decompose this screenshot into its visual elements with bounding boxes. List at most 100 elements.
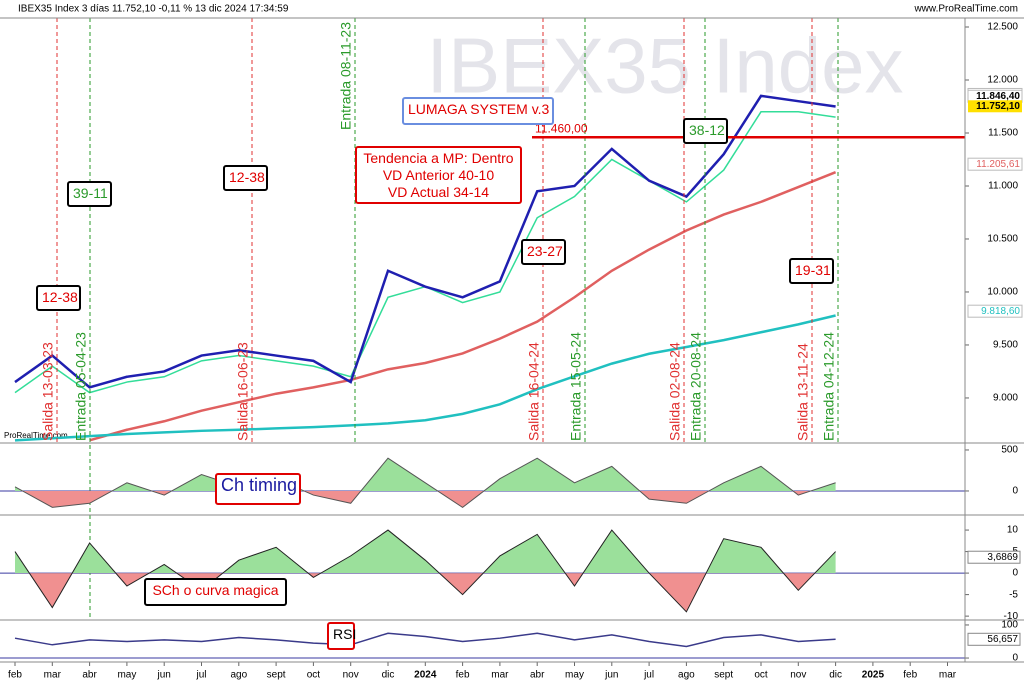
x-tick-label: abr <box>82 670 97 681</box>
y-tick-label: 10.000 <box>987 287 1018 298</box>
signal-label: Salida 16-04-24 <box>526 342 542 441</box>
price-box <box>968 100 1022 113</box>
annotation-text: 12-38 <box>42 289 78 305</box>
area-line <box>14 529 836 613</box>
y-tick-label: 11.000 <box>988 181 1018 192</box>
x-tick-label: jul <box>195 670 206 681</box>
annotation-text: Ch timing <box>221 475 298 495</box>
x-tick-label: mar <box>491 670 509 681</box>
x-tick-label: oct <box>754 670 768 681</box>
y-tick-label: 12.000 <box>987 75 1018 86</box>
annotation-text: 39-11 <box>73 185 108 201</box>
y-tick-label: 500 <box>1001 445 1018 456</box>
price-label: 11.205,61 <box>976 159 1020 170</box>
y-tick-label: 0 <box>1012 653 1018 664</box>
x-tick-label: feb <box>8 670 22 681</box>
annotation: 39-11 <box>67 181 112 207</box>
signal-label: Salida 13-03-23 <box>40 342 56 441</box>
series-line <box>14 632 836 648</box>
header-site: www.ProRealTime.com <box>913 4 1018 15</box>
annotation: 38-12 <box>683 118 728 144</box>
last-label: 3,6869 <box>987 552 1018 563</box>
annotation-text: VD Anterior 40-10 <box>382 167 495 183</box>
x-tick-label: mar <box>939 670 957 681</box>
x-tick-label: may <box>565 670 584 681</box>
annotation-text: RSI <box>333 626 357 642</box>
annotation: Ch timing <box>215 473 301 505</box>
x-tick-label: dic <box>829 670 842 681</box>
area-up <box>15 530 836 574</box>
signal-label: Entrada 04-12-24 <box>821 332 837 441</box>
area-down <box>15 573 836 612</box>
y-tick-label: 0 <box>1012 568 1018 579</box>
signal-label: Salida 13-11-24 <box>795 343 811 441</box>
y-tick-label: 12.500 <box>987 22 1018 33</box>
last-box <box>967 632 1021 646</box>
price-box <box>967 157 1023 171</box>
x-tick-label: feb <box>456 670 470 681</box>
annotation-text: 19-31 <box>795 262 831 278</box>
signal-label: Entrada 15-05-24 <box>568 332 584 441</box>
annotation: 19-31 <box>789 258 834 284</box>
price-label: 11.752,10 <box>976 101 1020 112</box>
watermark: IBEX35 Index <box>427 22 904 110</box>
y-tick-label: 100 <box>1001 620 1018 631</box>
header-title: IBEX35 Index 3 días 11.752,10 -0,11 % 13… <box>18 4 289 15</box>
annotation-text: 38-12 <box>689 122 725 138</box>
annotation: LUMAGA SYSTEM v.3 <box>402 97 554 125</box>
x-tick-label: ago <box>230 670 247 681</box>
series-line <box>89 171 837 442</box>
x-tick-label: jun <box>604 670 618 681</box>
signal-label: Entrada 08-11-23 <box>338 22 354 130</box>
signal-label: Salida 16-06-23 <box>235 342 251 441</box>
area-line <box>14 457 836 508</box>
y-tick-label: -5 <box>1009 589 1018 600</box>
annotation: 12-38 <box>36 285 81 311</box>
series-line <box>14 94 836 389</box>
last-box <box>967 550 1021 564</box>
header-bar <box>0 0 1024 18</box>
x-tick-label: nov <box>790 670 806 681</box>
signal-label: Entrada 20-08-24 <box>688 332 704 441</box>
annotation: Tendencia a MP: Dentro VD Anterior 40-10 V… <box>355 146 522 204</box>
x-tick-label: jun <box>157 670 171 681</box>
annotation-text: VD Actual 34-14 <box>387 184 490 200</box>
annotation-text: LUMAGA SYSTEM v.3 <box>408 101 550 117</box>
area-down <box>15 490 836 508</box>
footer: ProRealTime.com <box>4 431 68 440</box>
y-tick-label: 11.500 <box>988 128 1018 139</box>
annotation: 12-38 <box>223 165 268 191</box>
x-tick-label: 2025 <box>862 670 885 681</box>
x-tick-label: mar <box>44 670 62 681</box>
signal-label: Entrada 05-04-23 <box>73 332 89 441</box>
annotation-text: SCh o curva magica <box>152 582 279 598</box>
x-tick-label: feb <box>903 670 917 681</box>
y-tick-label: 9.000 <box>993 393 1018 404</box>
x-tick-label: sept <box>714 670 733 681</box>
x-tick-label: abr <box>530 670 545 681</box>
y-tick-label: 9.500 <box>993 340 1018 351</box>
x-tick-label: oct <box>307 670 321 681</box>
x-tick-label: ago <box>678 670 695 681</box>
y-tick-label: 0 <box>1012 486 1018 497</box>
y-tick-label: 10.500 <box>987 234 1018 245</box>
annotation: 23-27 <box>521 239 566 265</box>
price-label: 9.818,60 <box>981 306 1020 317</box>
x-tick-label: jul <box>643 670 654 681</box>
price-label: 11.846,40 <box>976 91 1020 102</box>
series-line <box>14 314 836 442</box>
annotation-text: 12-38 <box>229 169 265 185</box>
x-tick-label: nov <box>343 670 359 681</box>
last-label: 56,657 <box>987 634 1018 645</box>
y-tick-label: -10 <box>1004 611 1019 622</box>
x-tick-label: sept <box>267 670 286 681</box>
annotation: RSI <box>327 622 357 650</box>
signal-label: Salida 02-08-24 <box>667 342 683 441</box>
x-tick-label: 2024 <box>414 670 437 681</box>
x-tick-label: may <box>117 670 136 681</box>
annotation-text: 23-27 <box>527 243 563 259</box>
x-tick-label: dic <box>382 670 395 681</box>
